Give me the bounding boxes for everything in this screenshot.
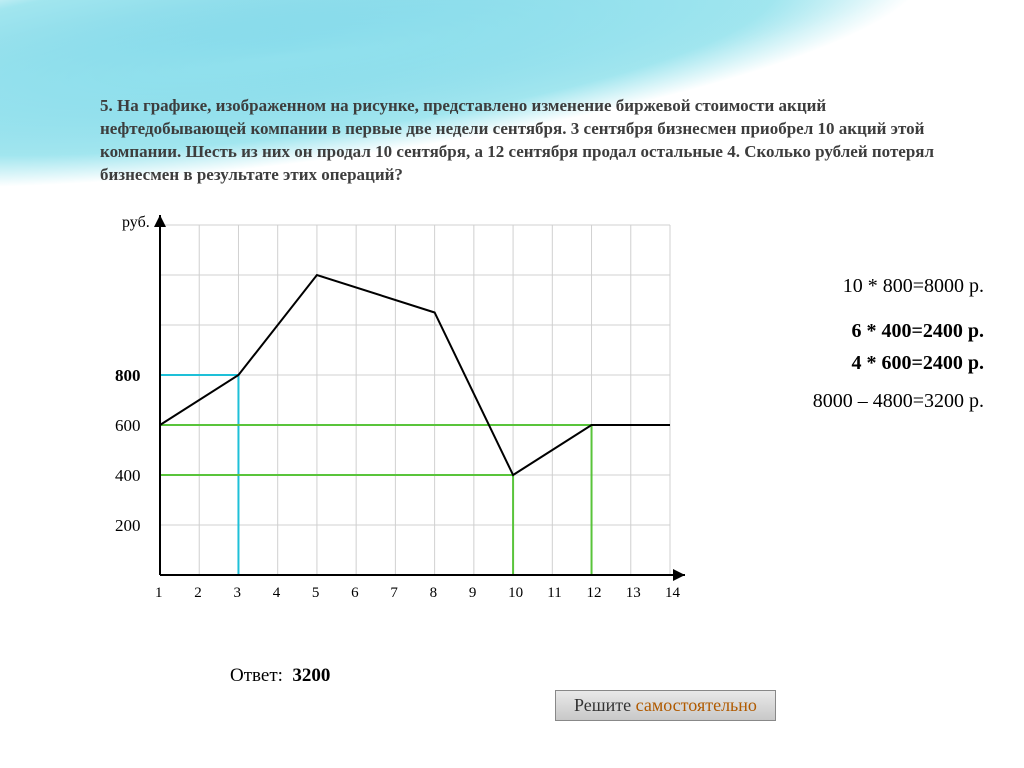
- calc-line-1: 10 * 800=8000 р.: [843, 275, 984, 298]
- button-word-2: самостоятельно: [636, 695, 757, 715]
- svg-text:9: 9: [469, 585, 477, 601]
- svg-text:800: 800: [115, 366, 141, 385]
- svg-text:4: 4: [273, 585, 281, 601]
- svg-text:200: 200: [115, 516, 141, 535]
- svg-text:8: 8: [430, 585, 438, 601]
- svg-text:600: 600: [115, 416, 141, 435]
- calc-line-2: 6 * 400=2400 р.: [851, 320, 984, 343]
- svg-text:2: 2: [194, 585, 202, 601]
- solve-yourself-button[interactable]: Решите самостоятельно: [555, 690, 776, 721]
- svg-text:6: 6: [351, 585, 359, 601]
- calc-line-4: 8000 – 4800=3200 р.: [813, 390, 984, 413]
- answer-label: Ответ:: [230, 665, 283, 686]
- svg-text:1: 1: [155, 585, 163, 601]
- svg-text:400: 400: [115, 466, 141, 485]
- svg-text:11: 11: [547, 585, 561, 601]
- svg-text:10: 10: [508, 585, 523, 601]
- svg-text:5: 5: [312, 585, 320, 601]
- svg-text:7: 7: [390, 585, 398, 601]
- svg-text:3: 3: [233, 585, 241, 601]
- button-word-1: Решите: [574, 695, 631, 715]
- svg-text:14: 14: [665, 585, 681, 601]
- svg-text:13: 13: [626, 585, 641, 601]
- calc-line-3: 4 * 600=2400 р.: [851, 352, 984, 375]
- problem-text: 5. На графике, изображенном на рисунке, …: [100, 95, 950, 187]
- answer-value: 3200: [292, 665, 330, 686]
- chart-svg: руб.2004006008001234567891011121314: [90, 215, 710, 635]
- answer: Ответ: 3200: [230, 665, 330, 687]
- stock-chart: руб.2004006008001234567891011121314: [90, 215, 710, 635]
- svg-text:руб.: руб.: [122, 215, 150, 231]
- svg-text:12: 12: [587, 585, 602, 601]
